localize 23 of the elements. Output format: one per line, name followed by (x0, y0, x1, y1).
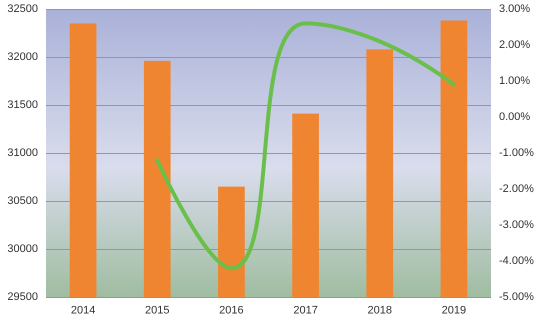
x-tick-label: 2017 (293, 304, 318, 316)
y2-tick-label: 3.00% (499, 3, 530, 15)
y2-tick-label: -2.00% (499, 183, 534, 195)
line-series (155, 21, 456, 270)
y-tick-label: 32500 (7, 3, 38, 15)
y-tick-label: 31500 (7, 99, 38, 111)
y-tick-label: 29500 (7, 291, 38, 303)
x-tick-label: 2016 (219, 304, 244, 316)
y2-tick-label: -5.00% (499, 291, 534, 303)
y-tick-label: 31000 (7, 147, 38, 159)
y2-tick-label: -3.00% (499, 219, 534, 231)
y2-tick-label: 1.00% (499, 75, 530, 87)
x-tick-label: 2019 (442, 304, 466, 316)
x-tick-label: 2014 (70, 304, 96, 316)
y-tick-label: 30500 (7, 195, 38, 207)
y2-tick-label: -1.00% (499, 147, 534, 159)
x-tick-label: 2015 (145, 304, 170, 316)
y-tick-label: 30000 (7, 243, 38, 255)
y-tick-label: 32000 (7, 51, 38, 63)
x-tick-label: 2018 (368, 304, 392, 316)
y2-tick-label: -4.00% (499, 255, 534, 267)
y2-tick-label: 2.00% (499, 39, 530, 51)
y2-tick-label: 0.00% (499, 111, 530, 123)
